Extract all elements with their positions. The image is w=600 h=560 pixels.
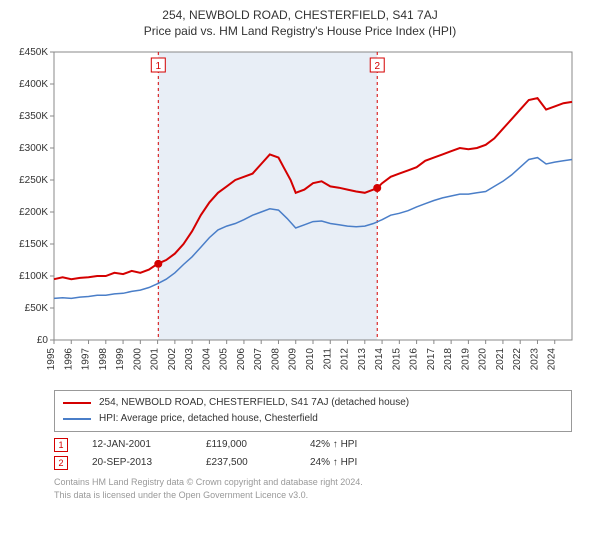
sales-row: 2 20-SEP-2013 £237,500 24% ↑ HPI <box>54 454 572 472</box>
svg-text:1997: 1997 <box>81 348 92 371</box>
svg-text:2001: 2001 <box>150 348 161 371</box>
svg-text:£100K: £100K <box>19 271 48 282</box>
svg-text:2022: 2022 <box>512 348 523 371</box>
sale-delta: 42% ↑ HPI <box>310 436 357 454</box>
svg-text:2006: 2006 <box>236 348 247 371</box>
sale-price: £237,500 <box>206 454 286 472</box>
legend-swatch <box>63 418 91 420</box>
svg-text:2023: 2023 <box>529 348 540 371</box>
svg-text:£350K: £350K <box>19 111 48 122</box>
svg-text:2009: 2009 <box>288 348 299 371</box>
legend: 254, NEWBOLD ROAD, CHESTERFIELD, S41 7AJ… <box>54 390 572 432</box>
svg-text:2003: 2003 <box>184 348 195 371</box>
legend-item: HPI: Average price, detached house, Ches… <box>63 411 563 427</box>
chart-plot: £0 £50K £100K £150K £200K £250K £300K £350K £400… <box>10 44 590 384</box>
chart-title: 254, NEWBOLD ROAD, CHESTERFIELD, S41 7AJ <box>10 8 590 22</box>
svg-text:1996: 1996 <box>63 348 74 371</box>
svg-text:£50K: £50K <box>25 303 49 314</box>
svg-text:2017: 2017 <box>426 348 437 371</box>
legend-label: HPI: Average price, detached house, Ches… <box>99 411 318 427</box>
svg-text:2024: 2024 <box>547 348 558 371</box>
svg-text:2005: 2005 <box>219 348 230 371</box>
svg-text:£0: £0 <box>37 335 49 346</box>
svg-text:£200K: £200K <box>19 207 48 218</box>
svg-text:2002: 2002 <box>167 348 178 371</box>
svg-text:1995: 1995 <box>46 348 57 371</box>
svg-text:£150K: £150K <box>19 239 48 250</box>
svg-text:1999: 1999 <box>115 348 126 371</box>
svg-text:2012: 2012 <box>340 348 351 371</box>
svg-text:2014: 2014 <box>374 348 385 371</box>
sales-table: 1 12-JAN-2001 £119,000 42% ↑ HPI 2 20-SE… <box>54 436 572 472</box>
copyright: Contains HM Land Registry data © Crown c… <box>54 476 572 502</box>
svg-text:£250K: £250K <box>19 175 48 186</box>
svg-text:1: 1 <box>156 61 162 72</box>
svg-text:2: 2 <box>374 61 380 72</box>
svg-text:£400K: £400K <box>19 79 48 90</box>
sale-date: 12-JAN-2001 <box>92 436 182 454</box>
legend-label: 254, NEWBOLD ROAD, CHESTERFIELD, S41 7AJ… <box>99 395 409 411</box>
sale-date: 20-SEP-2013 <box>92 454 182 472</box>
svg-text:2004: 2004 <box>201 348 212 371</box>
svg-text:2013: 2013 <box>357 348 368 371</box>
svg-text:2008: 2008 <box>270 348 281 371</box>
svg-text:2019: 2019 <box>460 348 471 371</box>
svg-text:2018: 2018 <box>443 348 454 371</box>
svg-text:2007: 2007 <box>253 348 264 371</box>
chart-subtitle: Price paid vs. HM Land Registry's House … <box>10 24 590 38</box>
svg-text:£300K: £300K <box>19 143 48 154</box>
svg-text:2020: 2020 <box>478 348 489 371</box>
svg-text:1998: 1998 <box>98 348 109 371</box>
svg-text:2016: 2016 <box>409 348 420 371</box>
sale-marker-icon: 2 <box>54 456 68 470</box>
sales-row: 1 12-JAN-2001 £119,000 42% ↑ HPI <box>54 436 572 454</box>
svg-text:2015: 2015 <box>391 348 402 371</box>
sale-price: £119,000 <box>206 436 286 454</box>
sale-delta: 24% ↑ HPI <box>310 454 357 472</box>
svg-text:2000: 2000 <box>132 348 143 371</box>
sale-marker-icon: 1 <box>54 438 68 452</box>
svg-text:2021: 2021 <box>495 348 506 371</box>
legend-item: 254, NEWBOLD ROAD, CHESTERFIELD, S41 7AJ… <box>63 395 563 411</box>
svg-text:2010: 2010 <box>305 348 316 371</box>
svg-text:£450K: £450K <box>19 47 48 58</box>
legend-swatch <box>63 402 91 404</box>
svg-text:2011: 2011 <box>322 348 333 370</box>
chart-container: 254, NEWBOLD ROAD, CHESTERFIELD, S41 7AJ… <box>0 0 600 508</box>
